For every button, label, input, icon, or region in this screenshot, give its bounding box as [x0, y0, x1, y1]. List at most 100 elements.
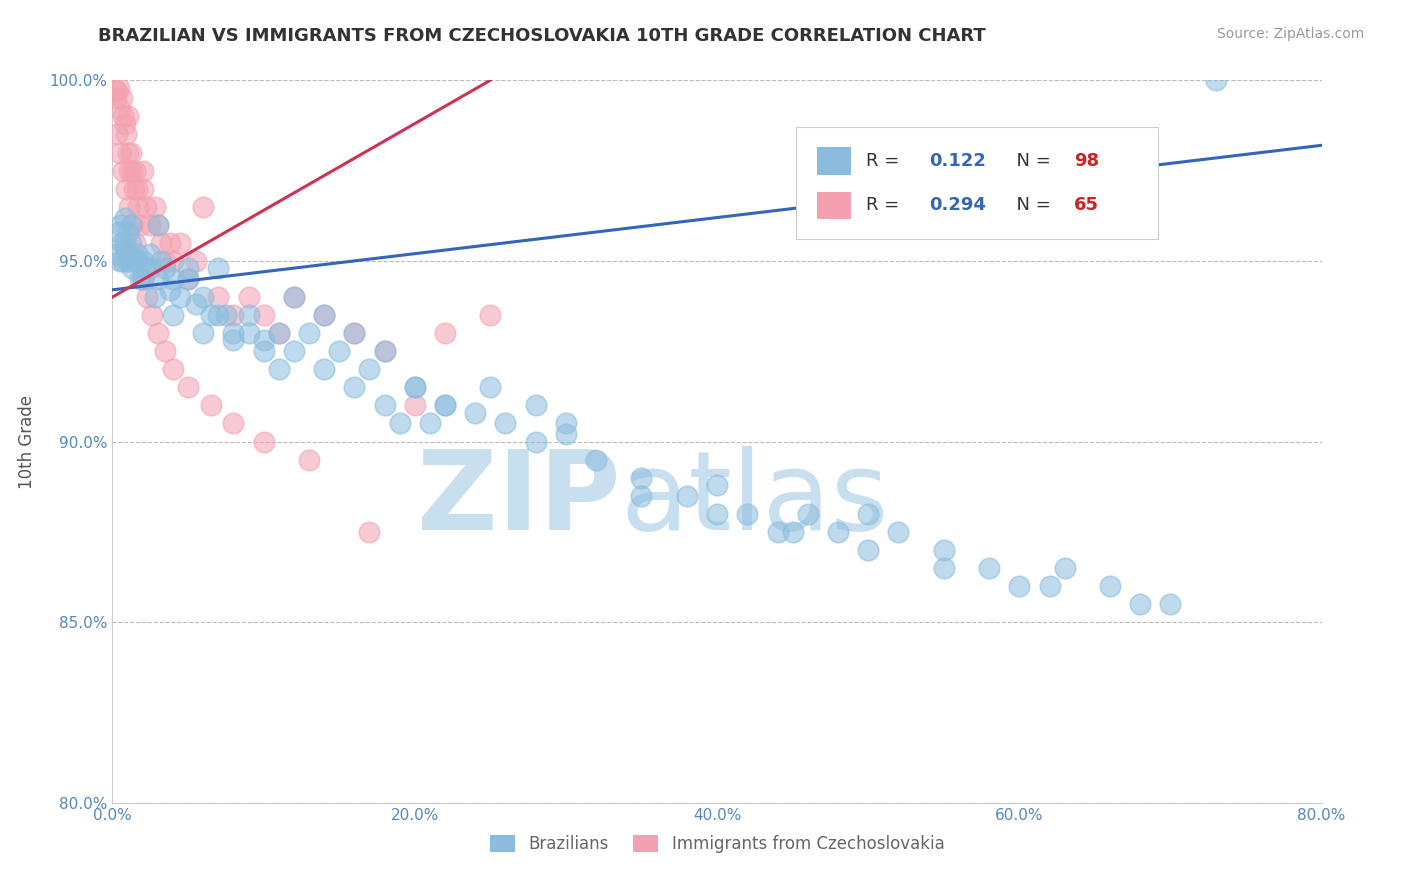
Point	[706, 478, 728, 492]
Point	[155, 344, 177, 359]
Point	[253, 434, 276, 449]
Point	[238, 326, 260, 341]
Point	[118, 246, 141, 260]
Point	[149, 254, 172, 268]
Point	[238, 308, 260, 322]
Point	[146, 218, 169, 232]
Point	[114, 235, 136, 250]
Point	[479, 380, 502, 394]
Point	[200, 308, 222, 322]
Point	[117, 254, 139, 268]
FancyBboxPatch shape	[796, 128, 1159, 239]
Point	[124, 235, 146, 250]
Point	[314, 362, 336, 376]
Point	[374, 344, 396, 359]
Point	[115, 128, 138, 142]
Point	[139, 218, 162, 232]
Point	[105, 84, 128, 98]
Point	[146, 326, 169, 341]
Point	[827, 524, 849, 539]
Point	[782, 524, 804, 539]
Point	[343, 326, 366, 341]
Point	[343, 380, 366, 394]
Point	[343, 326, 366, 341]
Point	[132, 254, 155, 268]
Point	[554, 417, 576, 431]
Text: ZIP: ZIP	[418, 446, 620, 553]
Point	[143, 290, 166, 304]
Point	[121, 261, 143, 276]
Point	[737, 507, 759, 521]
Point	[267, 362, 290, 376]
Point	[127, 200, 149, 214]
Point	[253, 334, 276, 348]
Point	[184, 254, 207, 268]
Point	[314, 308, 336, 322]
Point	[1053, 561, 1076, 575]
Point	[283, 344, 305, 359]
Point	[108, 145, 131, 160]
Point	[434, 326, 457, 341]
Point	[1205, 73, 1227, 87]
Text: N =: N =	[1005, 153, 1056, 170]
Point	[434, 399, 457, 413]
Point	[114, 211, 136, 225]
Point	[139, 261, 162, 276]
Point	[979, 561, 1001, 575]
Point	[1038, 579, 1062, 593]
Point	[162, 272, 184, 286]
Point	[177, 261, 200, 276]
Point	[124, 254, 146, 268]
Text: 0.294: 0.294	[929, 196, 986, 214]
Point	[132, 163, 155, 178]
Point	[887, 524, 910, 539]
Point	[177, 272, 200, 286]
Text: 0.122: 0.122	[929, 153, 986, 170]
Point	[554, 427, 576, 442]
Point	[585, 452, 607, 467]
Point	[253, 308, 276, 322]
Point	[177, 380, 200, 394]
Point	[117, 145, 139, 160]
Point	[283, 290, 305, 304]
Point	[110, 235, 132, 250]
Point	[1159, 597, 1181, 611]
Point	[108, 254, 131, 268]
Point	[222, 308, 245, 322]
Point	[479, 308, 502, 322]
Point	[121, 163, 143, 178]
Point	[858, 543, 880, 558]
Point	[169, 290, 191, 304]
Point	[191, 290, 215, 304]
Bar	[817, 147, 851, 175]
Point	[207, 290, 229, 304]
Point	[630, 471, 652, 485]
Text: BRAZILIAN VS IMMIGRANTS FROM CZECHOSLOVAKIA 10TH GRADE CORRELATION CHART: BRAZILIAN VS IMMIGRANTS FROM CZECHOSLOVA…	[98, 27, 986, 45]
Point	[128, 272, 150, 286]
Point	[127, 254, 149, 268]
Point	[108, 218, 131, 232]
Point	[495, 417, 517, 431]
Bar	[817, 192, 851, 219]
Point	[267, 326, 290, 341]
Point	[149, 235, 172, 250]
Point	[125, 246, 148, 260]
Point	[191, 326, 215, 341]
Point	[222, 326, 245, 341]
Point	[1008, 579, 1031, 593]
Point	[112, 163, 135, 178]
Point	[238, 290, 260, 304]
Point	[107, 80, 129, 95]
Point	[128, 218, 150, 232]
Point	[155, 261, 177, 276]
Point	[159, 283, 181, 297]
Point	[314, 308, 336, 322]
Point	[267, 326, 290, 341]
Point	[135, 200, 157, 214]
Legend: Brazilians, Immigrants from Czechoslovakia: Brazilians, Immigrants from Czechoslovak…	[484, 828, 950, 860]
Point	[464, 406, 486, 420]
Point	[114, 117, 136, 131]
Point	[253, 344, 276, 359]
Text: Source: ZipAtlas.com: Source: ZipAtlas.com	[1216, 27, 1364, 41]
Point	[125, 181, 148, 195]
